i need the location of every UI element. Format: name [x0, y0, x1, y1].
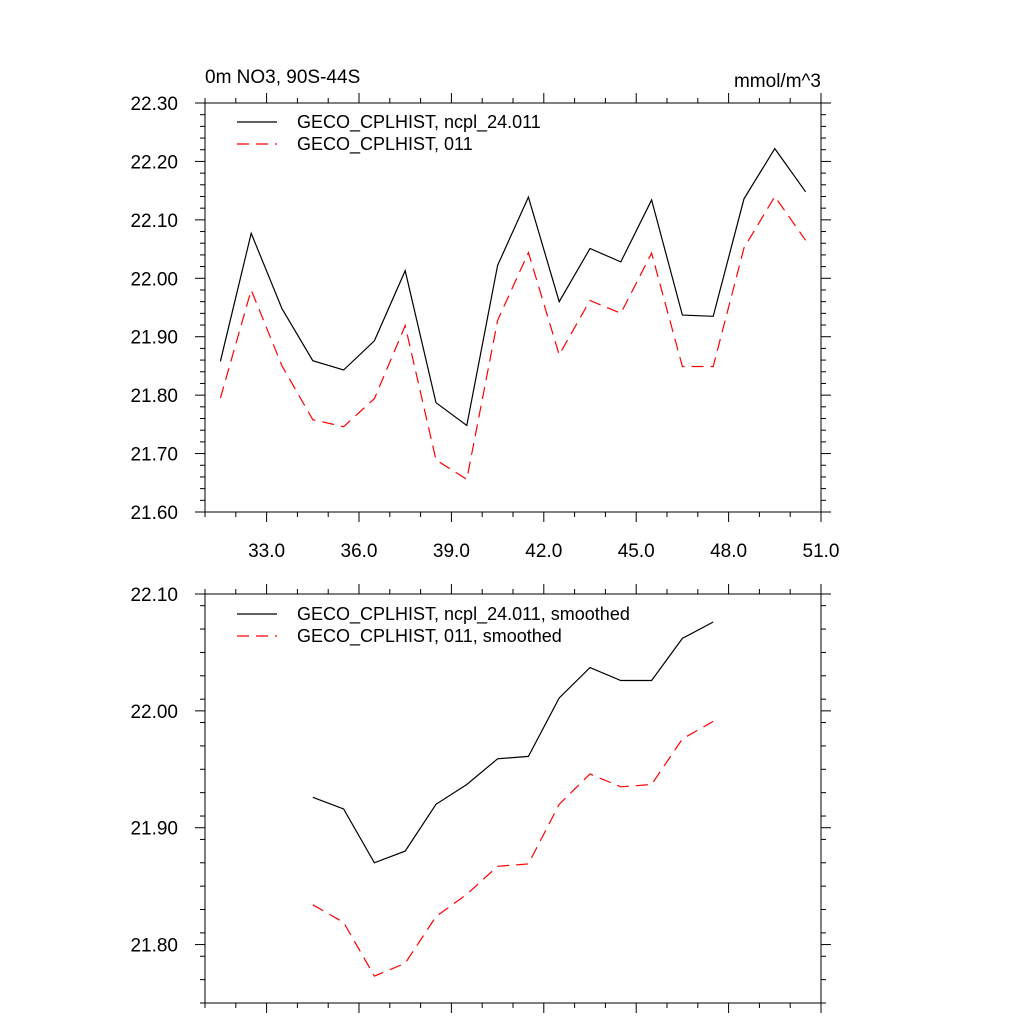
legend-label-1: GECO_CPLHIST, ncpl_24.011 — [297, 112, 541, 133]
units-label: mmol/m^3 — [734, 71, 821, 92]
legend-label-2: GECO_CPLHIST, 011 — [297, 134, 473, 155]
legend-label-1: GECO_CPLHIST, ncpl_24.011, smoothed — [297, 604, 630, 625]
y-tick-label: 22.20 — [130, 152, 178, 173]
y-tick-label: 21.90 — [130, 328, 178, 349]
x-tick-label: 48.0 — [710, 541, 747, 562]
x-tick-label: 45.0 — [618, 541, 655, 562]
series-line-2 — [219, 195, 807, 481]
legend-label-2: GECO_CPLHIST, 011, smoothed — [297, 626, 562, 647]
x-tick-label: 42.0 — [525, 541, 562, 562]
x-tick-label: 39.0 — [433, 541, 470, 562]
y-tick-label: 21.80 — [130, 936, 178, 957]
y-tick-label: 22.00 — [130, 269, 178, 290]
x-tick-label: 36.0 — [341, 541, 378, 562]
y-tick-label: 21.90 — [130, 819, 178, 840]
chart-title: 0m NO3, 90S-44S — [205, 67, 360, 88]
y-tick-label: 21.60 — [130, 503, 178, 524]
panel-bottom-chart: 21.80 21.90 22.00 22.10 GECO_CPLHIST, ncpl_2… — [130, 584, 831, 1013]
series-line-1 — [219, 147, 807, 427]
series-line-2 — [312, 720, 714, 977]
series-line-1 — [312, 621, 714, 864]
y-tick-label: 22.10 — [130, 585, 178, 606]
y-tick-label: 22.30 — [130, 94, 178, 115]
panel-top-chart: 0m NO3, 90S-44S mmol/m^3 33.0 36.0 39.0 42.… — [130, 67, 839, 562]
y-tick-label: 21.80 — [130, 386, 178, 407]
x-tick-label: 51.0 — [803, 541, 840, 562]
x-tick-label: 33.0 — [248, 541, 285, 562]
plot-frame — [204, 593, 822, 1004]
y-tick-label: 22.10 — [130, 211, 178, 232]
y-tick-label: 22.00 — [130, 702, 178, 723]
y-tick-label: 21.70 — [130, 445, 178, 466]
